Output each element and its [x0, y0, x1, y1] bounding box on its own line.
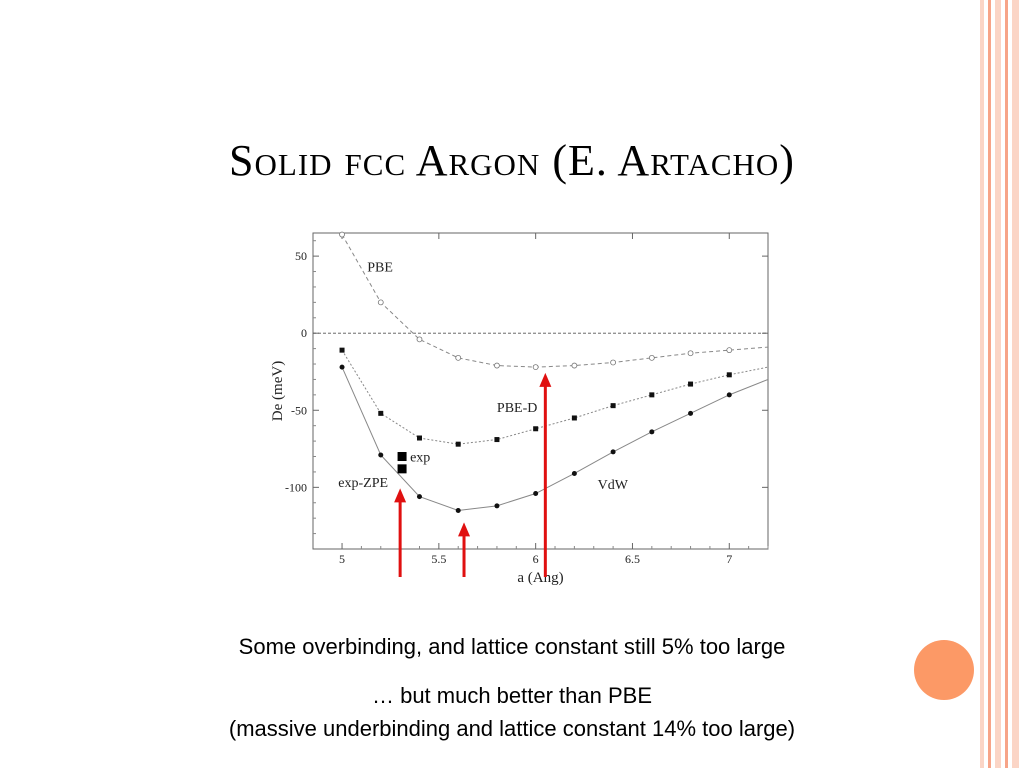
caption-line-1: Some overbinding, and lattice constant s…	[238, 634, 786, 659]
exp-label: exp	[410, 451, 430, 466]
data-point-pbe	[455, 354, 462, 361]
data-point-pbe	[494, 362, 500, 369]
data-point-pbe	[339, 231, 345, 238]
series-line-vdw	[341, 366, 768, 511]
series-line-pbe	[341, 234, 768, 368]
red-arrow-head	[458, 522, 471, 537]
decor-stripe-2	[988, 0, 991, 768]
energy-curve-chart: 5 5.5 6 6.5 7 50 0 -50 -100 a (Ang) De (meV) PBE PBE…	[270, 231, 769, 586]
data-point-pbe	[377, 299, 384, 306]
data-point-pbe-d	[378, 410, 384, 416]
y-axis-label: De (meV)	[270, 361, 286, 421]
data-point-vdw	[416, 494, 422, 500]
exp-point-exp	[397, 452, 407, 462]
red-arrow-head	[394, 488, 407, 503]
decor-stripe-5	[1012, 0, 1019, 768]
x-tick-label: 6.5	[625, 552, 640, 566]
y-tick-label: 0	[301, 326, 307, 340]
data-point-vdw	[339, 364, 345, 370]
x-tick-label: 5	[339, 552, 345, 566]
data-point-pbe-d	[649, 392, 655, 398]
data-point-vdw	[494, 503, 500, 509]
data-point-vdw	[455, 507, 461, 513]
caption-line-3: (massive underbinding and lattice consta…	[228, 716, 796, 741]
series-label-pbe: PBE	[367, 261, 393, 276]
decor-stripe-1	[980, 0, 984, 768]
data-point-pbe-d	[416, 435, 422, 441]
data-point-pbe-d	[688, 381, 694, 387]
data-point-vdw	[533, 491, 539, 497]
data-point-pbe-d	[494, 437, 500, 443]
plot-frame	[312, 232, 769, 550]
data-point-vdw	[378, 452, 384, 458]
data-point-pbe	[416, 336, 423, 343]
x-axis-label: a (Ang)	[517, 570, 563, 586]
data-point-pbe-d	[726, 372, 732, 378]
data-point-vdw	[571, 470, 577, 476]
data-point-pbe	[726, 347, 733, 354]
series-label-pbe-d: PBE-D	[497, 401, 537, 416]
y-tick-label: -50	[291, 403, 307, 417]
accent-dot	[914, 640, 974, 700]
x-tick-label: 5.5	[431, 552, 446, 566]
data-point-vdw	[610, 449, 616, 455]
y-tick-label: 50	[295, 249, 307, 263]
data-point-pbe	[648, 354, 655, 361]
data-point-pbe	[571, 362, 578, 369]
data-point-pbe	[610, 359, 617, 366]
decor-stripe-3	[995, 0, 1001, 768]
series-label-vdw: VdW	[598, 478, 629, 493]
exp-point-exp-zpe	[397, 464, 407, 474]
x-tick-label: 6	[533, 552, 539, 566]
caption-line-2: … but much better than PBE	[371, 683, 653, 708]
data-point-pbe-d	[339, 347, 345, 353]
exp-zpe-label: exp-ZPE	[338, 476, 388, 491]
data-point-pbe-d	[455, 441, 461, 447]
y-tick-label: -100	[285, 480, 307, 494]
data-point-pbe-d	[610, 403, 616, 409]
slide-title: Solid fcc Argon (E. Artacho)	[229, 136, 795, 185]
red-arrow-head	[539, 372, 552, 387]
decor-stripe-4	[1005, 0, 1008, 768]
data-point-vdw	[649, 429, 655, 435]
x-tick-label: 7	[726, 552, 732, 566]
series-line-pbe-d	[341, 349, 768, 445]
data-point-pbe	[532, 364, 539, 371]
data-point-pbe-d	[533, 426, 539, 432]
data-point-vdw	[726, 392, 732, 398]
data-point-vdw	[688, 410, 694, 416]
data-point-pbe-d	[571, 415, 577, 421]
data-point-pbe	[687, 350, 694, 357]
